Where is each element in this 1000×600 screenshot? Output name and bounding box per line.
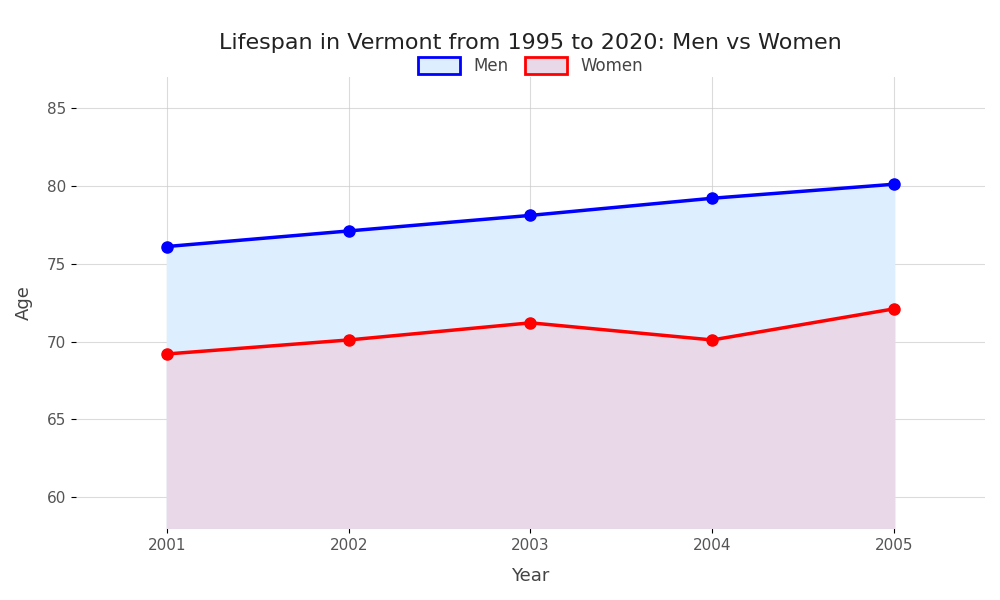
Y-axis label: Age: Age: [15, 285, 33, 320]
Men: [524, 212, 536, 219]
Men: [706, 194, 718, 202]
Line: Men: Men: [161, 179, 900, 252]
Women: [524, 319, 536, 326]
Men: [161, 243, 173, 250]
Women: [706, 337, 718, 344]
Women: [343, 337, 355, 344]
Title: Lifespan in Vermont from 1995 to 2020: Men vs Women: Lifespan in Vermont from 1995 to 2020: M…: [219, 33, 842, 53]
Line: Women: Women: [161, 303, 900, 359]
Men: [888, 181, 900, 188]
Legend: Men, Women: Men, Women: [410, 49, 651, 84]
X-axis label: Year: Year: [511, 567, 550, 585]
Women: [161, 350, 173, 358]
Men: [343, 227, 355, 235]
Women: [888, 305, 900, 313]
